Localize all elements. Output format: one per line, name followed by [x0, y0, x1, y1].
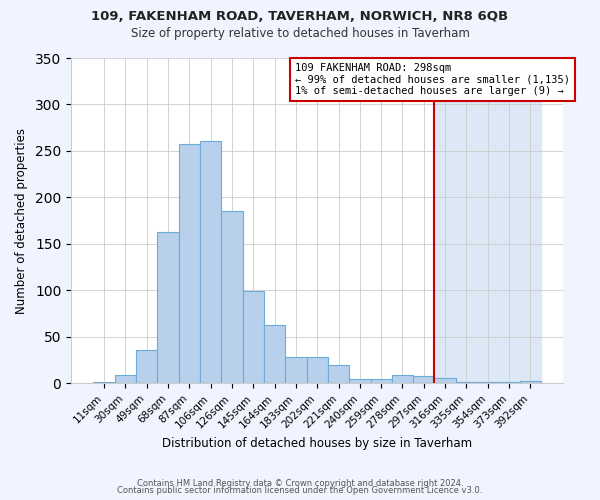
Bar	[349, 379, 371, 384]
Bar	[242, 292, 264, 384]
Bar	[264, 325, 285, 384]
Bar	[307, 356, 328, 384]
Text: 109 FAKENHAM ROAD: 298sqm
← 99% of detached houses are smaller (1,135)
1% of sem: 109 FAKENHAM ROAD: 298sqm ← 99% of detac…	[295, 63, 570, 96]
Bar	[285, 356, 307, 384]
Bar	[371, 379, 392, 384]
Text: Contains public sector information licensed under the Open Government Licence v3: Contains public sector information licen…	[118, 486, 482, 495]
Bar	[328, 365, 349, 384]
Y-axis label: Number of detached properties: Number of detached properties	[15, 128, 28, 314]
Bar	[434, 378, 456, 384]
Bar	[221, 212, 242, 384]
Bar	[179, 144, 200, 384]
Bar	[157, 232, 179, 384]
Bar	[392, 375, 413, 384]
Bar	[499, 382, 520, 384]
Bar	[434, 58, 541, 384]
Text: Size of property relative to detached houses in Taverham: Size of property relative to detached ho…	[131, 28, 469, 40]
Bar	[520, 380, 541, 384]
Bar	[115, 375, 136, 384]
X-axis label: Distribution of detached houses by size in Taverham: Distribution of detached houses by size …	[162, 437, 472, 450]
Text: Contains HM Land Registry data © Crown copyright and database right 2024.: Contains HM Land Registry data © Crown c…	[137, 478, 463, 488]
Text: 109, FAKENHAM ROAD, TAVERHAM, NORWICH, NR8 6QB: 109, FAKENHAM ROAD, TAVERHAM, NORWICH, N…	[91, 10, 509, 23]
Bar	[477, 382, 499, 384]
Bar	[136, 350, 157, 384]
Bar	[94, 382, 115, 384]
Bar	[200, 141, 221, 384]
Bar	[413, 376, 434, 384]
Bar	[456, 382, 477, 384]
